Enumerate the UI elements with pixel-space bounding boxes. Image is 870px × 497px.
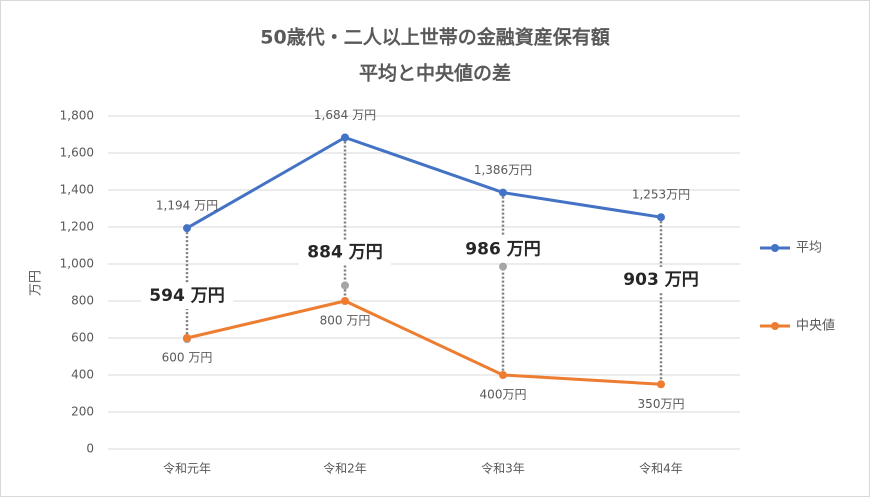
y-tick-label: 1,200 <box>60 220 94 234</box>
value-label: 1,386万円 <box>474 163 532 177</box>
point <box>341 133 349 142</box>
value-label: 600 万円 <box>162 351 213 365</box>
point <box>341 297 349 305</box>
y-tick-label: 1,800 <box>60 109 94 123</box>
x-tick-label: 令和3年 <box>481 461 525 476</box>
y-tick-label: 400 <box>71 368 94 382</box>
y-tick-label: 600 <box>71 331 94 345</box>
legend-marker <box>771 244 779 252</box>
y-tick-label: 0 <box>86 442 94 456</box>
value-label: 400万円 <box>480 388 527 402</box>
x-tick-label: 令和4年 <box>639 461 683 476</box>
y-tick-label: 1,400 <box>60 183 94 197</box>
x-tick-label: 令和2年 <box>323 461 367 476</box>
value-label: 1,194 万円 <box>156 199 218 213</box>
point <box>183 334 191 342</box>
y-tick-label: 200 <box>71 405 94 419</box>
difference-point <box>341 281 349 290</box>
value-label: 350万円 <box>638 397 685 411</box>
series-line <box>186 299 662 386</box>
difference-label-bg <box>141 283 233 310</box>
point <box>183 224 191 233</box>
y-axis-label: 万円 <box>29 270 44 296</box>
y-tick-label: 1,000 <box>60 257 94 271</box>
chart-title: 50歳代・二人以上世帯の金融資産保有額 <box>260 26 609 49</box>
value-label: 1,684 万円 <box>314 108 376 122</box>
point <box>499 371 507 379</box>
point <box>657 213 665 222</box>
series-line <box>186 135 662 230</box>
difference-point <box>499 262 507 271</box>
y-tick-label: 1,600 <box>60 146 94 160</box>
difference-label: 594 万円 <box>149 286 224 306</box>
point <box>657 380 665 389</box>
legend-label: 平均 <box>796 241 822 256</box>
difference-label: 986 万円 <box>465 240 540 260</box>
difference-label-bg <box>299 239 391 266</box>
difference-label-bg <box>615 266 707 293</box>
point <box>499 188 507 197</box>
chart-subtitle: 平均と中央値の差 <box>359 62 511 85</box>
y-tick-label: 800 <box>71 294 94 308</box>
legend-marker <box>771 322 779 330</box>
difference-label-bg <box>457 236 549 263</box>
value-label: 1,253万円 <box>632 188 690 202</box>
legend-label: 中央値 <box>796 318 835 334</box>
difference-label: 903 万円 <box>623 270 698 290</box>
value-label: 800 万円 <box>320 314 371 328</box>
difference-label: 884 万円 <box>307 242 382 262</box>
x-tick-label: 令和元年 <box>163 461 211 476</box>
